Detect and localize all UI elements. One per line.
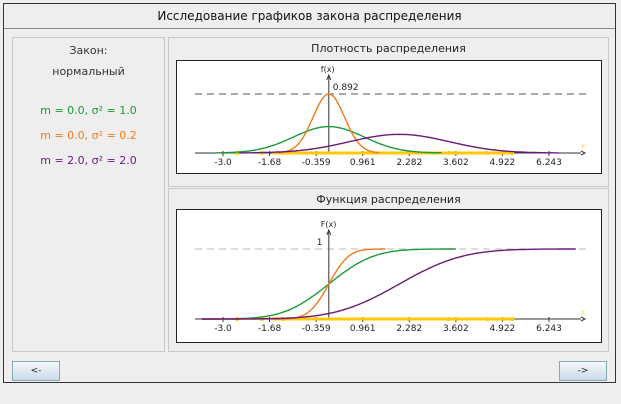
max-value-label: 0.892 — [333, 83, 359, 93]
x-tick-label: 3.602 — [443, 158, 469, 168]
curve-series-3 — [239, 133, 559, 154]
x-tick-label: 6.243 — [536, 324, 562, 334]
x-tick-label: 4.922 — [490, 324, 516, 334]
cdf-chart: F(x) x 1 -3.0 -1.68 -0.359 0.961 2.282 3.602 4.92… — [195, 220, 587, 334]
x-tick-label: -1.68 — [258, 158, 282, 168]
density-chart-title: Плотность распределения — [311, 42, 466, 55]
cdf-panel: Функция распределения F(x) x 1 -3.0 -1.68 -0.… — [168, 188, 609, 352]
prev-button[interactable]: <- — [12, 361, 60, 381]
y-axis-label: f(x) — [321, 65, 335, 74]
sample-point — [485, 317, 490, 321]
x-tick-label: 2.282 — [396, 324, 422, 334]
cdf-chart-title: Функция распределения — [316, 193, 461, 206]
window-title: Исследование графиков закона распределен… — [4, 4, 615, 29]
sample-point — [446, 317, 451, 321]
x-tick-label: -1.68 — [258, 324, 282, 334]
x-tick-label: -0.359 — [302, 324, 331, 334]
x-axis-label: x — [581, 142, 585, 150]
sample-point — [510, 317, 515, 321]
y-axis-arrow — [326, 73, 332, 81]
curve-series-1 — [215, 125, 442, 154]
param-series-3: m = 2.0, σ² = 2.0 — [40, 154, 137, 167]
max-value-label: 1 — [317, 238, 323, 248]
y-axis-label: F(x) — [321, 220, 337, 229]
x-axis-arrow — [580, 316, 587, 322]
density-chart: f(x) x 0.892 -3.0 -1.68 -0.359 0.961 2.282 3.602… — [195, 65, 587, 168]
law-value: нормальный — [52, 65, 125, 78]
x-tick-label: 4.922 — [490, 158, 516, 168]
x-tick-label: -0.359 — [302, 158, 331, 168]
curve-series-3 — [201, 248, 576, 320]
x-tick-label: 0.961 — [350, 324, 376, 334]
x-axis-arrow — [580, 150, 587, 156]
param-series-2: m = 0.0, σ² = 0.2 — [40, 129, 137, 142]
sample-point — [485, 151, 490, 155]
x-tick-label: -3.0 — [214, 158, 232, 168]
x-tick-label: 0.961 — [350, 158, 376, 168]
density-panel: Плотность распределения f(x) x 0.892 -3.0 -1… — [168, 37, 609, 187]
sample-point — [446, 151, 451, 155]
x-tick-label: 3.602 — [443, 324, 469, 334]
x-tick-label: 6.243 — [536, 158, 562, 168]
density-plot: f(x) x 0.892 -3.0 -1.68 -0.359 0.961 2.282 3.602… — [176, 60, 602, 174]
x-axis-label: x — [581, 308, 585, 316]
cdf-plot: F(x) x 1 -3.0 -1.68 -0.359 0.961 2.282 3.602 4.92… — [176, 209, 602, 343]
param-series-1: m = 0.0, σ² = 1.0 — [40, 104, 137, 117]
x-tick-label: -3.0 — [214, 324, 232, 334]
next-button[interactable]: -> — [559, 361, 607, 381]
main-window: Исследование графиков закона распределен… — [3, 3, 616, 383]
law-label: Закон: — [69, 44, 108, 57]
law-panel: Закон: нормальный m = 0.0, σ² = 1.0 m = … — [12, 37, 165, 352]
curve-series-2 — [278, 93, 380, 154]
y-axis-arrow — [326, 228, 332, 236]
x-tick-label: 2.282 — [396, 158, 422, 168]
